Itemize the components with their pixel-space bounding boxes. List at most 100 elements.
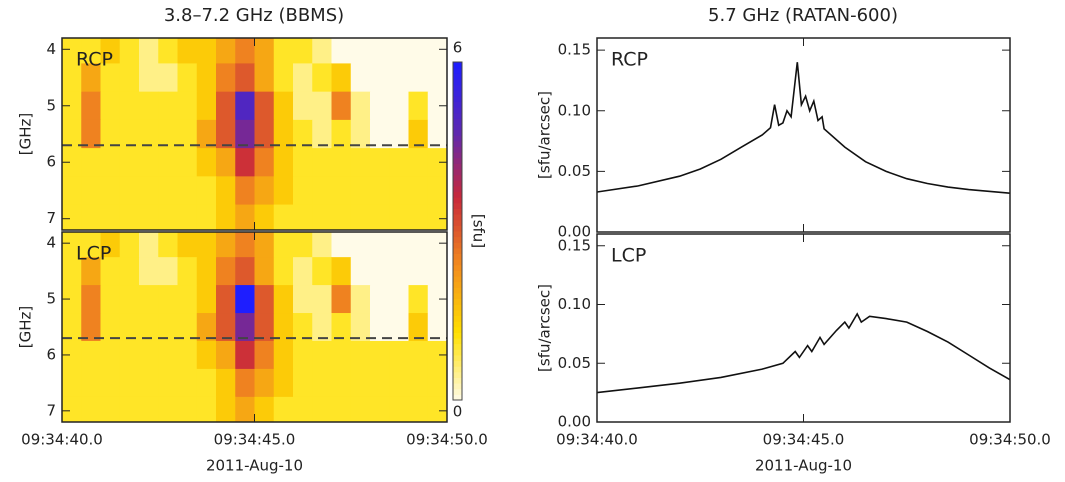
colorbar-swatch (453, 354, 462, 362)
colorbar-swatch (453, 84, 462, 91)
heat-cell (389, 119, 409, 149)
y-tick-label: 0.15 (558, 236, 591, 254)
heat-cell (331, 396, 352, 422)
heat-cell (370, 119, 390, 149)
chart-title: 3.8–7.2 GHz (BBMS) (164, 5, 344, 26)
axes-frame (596, 233, 1011, 423)
heat-cell (254, 285, 275, 314)
y-tick-label: 0.10 (558, 295, 591, 313)
colorbar-swatch (453, 394, 462, 401)
heat-cell (427, 38, 447, 64)
heat-cell (62, 340, 82, 370)
heat-cell (331, 313, 352, 342)
colorbar-swatch (453, 197, 462, 204)
heat-cell (408, 340, 429, 370)
heat-cell (216, 257, 236, 286)
colorbar-swatch (453, 259, 462, 266)
heat-cell (389, 91, 409, 121)
heat-cell (254, 204, 275, 230)
heat-cell (235, 148, 255, 177)
heat-cell (196, 176, 217, 206)
heat-cell (273, 232, 294, 258)
heat-cell (177, 257, 198, 286)
heat-cell (293, 368, 313, 398)
heat-cell (119, 176, 140, 206)
heat-cell (196, 63, 217, 93)
heat-cell (158, 285, 178, 314)
heat-cell (389, 176, 409, 206)
heat-cell (331, 340, 352, 370)
heat-cell (139, 176, 159, 206)
heat-cell (370, 148, 390, 177)
heat-cell (312, 204, 332, 230)
heat-cell (350, 204, 371, 230)
heat-cell (273, 38, 294, 64)
heat-cell (331, 38, 352, 64)
heat-cell (427, 91, 447, 121)
heat-cell (370, 396, 390, 422)
heat-cell (139, 232, 159, 258)
y-tick-label: 0.00 (558, 223, 591, 241)
colorbar-swatch (453, 242, 462, 249)
heat-cell (389, 204, 409, 230)
y-axis-label: [sfu/arcsec] (536, 91, 554, 179)
heat-cell (312, 257, 332, 286)
heat-cell (81, 368, 101, 398)
colorbar-swatch (453, 321, 462, 328)
heat-cell (177, 176, 198, 206)
heat-cell (427, 313, 447, 342)
heat-cell (350, 368, 371, 398)
heat-cell (177, 148, 198, 177)
heat-cell (293, 257, 313, 286)
heat-cell (350, 396, 371, 422)
heat-cell (139, 91, 159, 121)
heat-cell (139, 313, 159, 342)
heat-cell (100, 232, 121, 258)
heat-cell (293, 204, 313, 230)
heat-cell (235, 38, 255, 64)
heat-cell (427, 340, 447, 370)
heat-cell (254, 257, 275, 286)
heat-cell (100, 396, 121, 422)
heat-cell (350, 340, 371, 370)
y-tick-label: 5 (46, 96, 56, 114)
heat-cell (196, 257, 217, 286)
heat-cell (158, 119, 178, 149)
heat-cell (216, 91, 236, 121)
colorbar-swatch (453, 315, 462, 322)
heat-cell (312, 91, 332, 121)
heat-cell (216, 176, 236, 206)
y-tick-label: 4 (46, 40, 56, 58)
heat-cell (273, 204, 294, 230)
heat-cell (81, 38, 101, 64)
heat-cell (350, 63, 371, 93)
heat-cell (62, 313, 82, 342)
colorbar-swatch (453, 270, 462, 277)
heat-cell (119, 257, 140, 286)
heat-cell (62, 91, 82, 121)
heat-cell (312, 232, 332, 258)
heat-cell (119, 204, 140, 230)
heat-cell (81, 340, 101, 370)
heat-cell (235, 91, 255, 121)
heat-cell (177, 285, 198, 314)
heat-cell (293, 313, 313, 342)
heat-cell (370, 232, 390, 258)
colorbar-swatch (453, 360, 462, 367)
heat-cell (81, 396, 101, 422)
heat-cell (408, 204, 429, 230)
heat-cell (196, 340, 217, 370)
heat-cell (139, 119, 159, 149)
colorbar-swatch (453, 90, 462, 97)
heat-cell (408, 176, 429, 206)
colorbar-swatch (453, 107, 462, 114)
heat-cell (254, 119, 275, 149)
heat-cell (216, 368, 236, 398)
heat-cell (273, 396, 294, 422)
heat-cell (62, 38, 82, 64)
heat-cell (350, 148, 371, 177)
heat-cell (62, 119, 82, 149)
heat-cell (254, 396, 275, 422)
heat-cell (216, 285, 236, 314)
heat-cell (158, 176, 178, 206)
